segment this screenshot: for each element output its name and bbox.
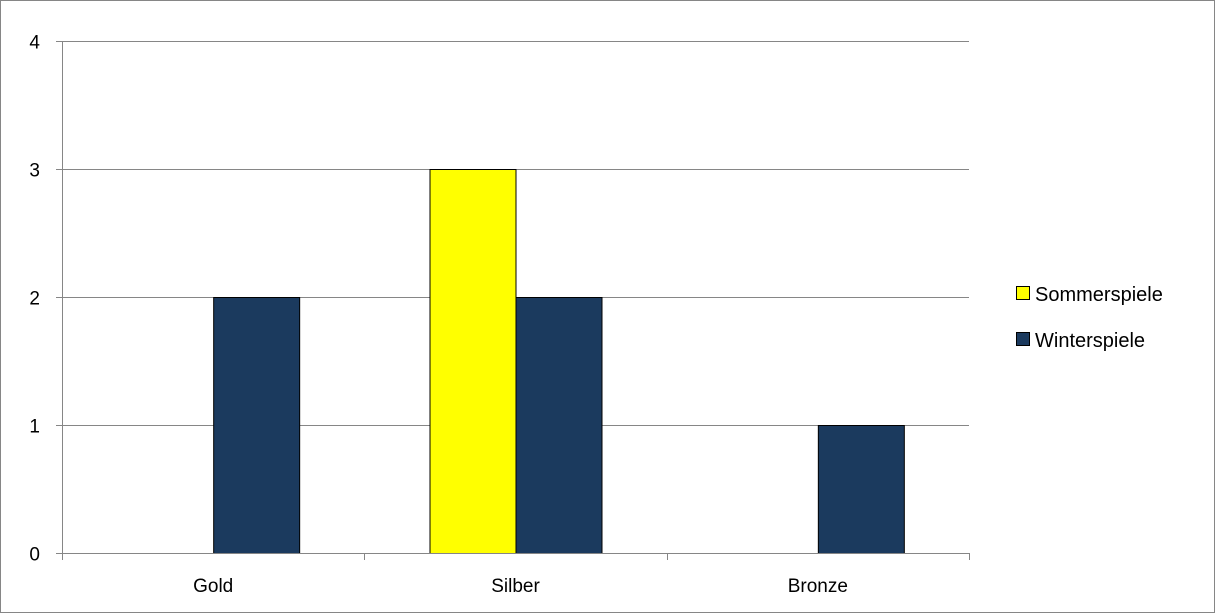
axes bbox=[56, 41, 970, 560]
x-tick-labels: Gold Silber Bronze bbox=[193, 576, 848, 597]
x-tick-label-bronze: Bronze bbox=[788, 576, 848, 597]
bar-winterspiele-bronze bbox=[817, 425, 905, 554]
legend: Sommerspiele Winterspiele bbox=[1016, 284, 1163, 352]
x-tick-label-silber: Silber bbox=[491, 576, 540, 597]
y-tick-label-4: 4 bbox=[29, 33, 40, 54]
bars bbox=[213, 169, 905, 554]
legend-label-winterspiele: Winterspiele bbox=[1035, 330, 1145, 352]
y-tick-label-0: 0 bbox=[29, 545, 40, 566]
bar-winterspiele-silber bbox=[515, 297, 603, 554]
y-tick-label-1: 1 bbox=[29, 417, 40, 438]
legend-label-sommerspiele: Sommerspiele bbox=[1035, 284, 1163, 306]
legend-swatch-winterspiele bbox=[1016, 332, 1030, 346]
y-tick-label-3: 3 bbox=[29, 161, 40, 182]
legend-swatch-sommerspiele bbox=[1016, 286, 1030, 300]
y-tick-labels: 0 1 2 3 4 bbox=[29, 33, 40, 566]
x-tick-label-gold: Gold bbox=[193, 576, 233, 597]
bar-sommerspiele-silber bbox=[429, 169, 517, 554]
y-tick-label-2: 2 bbox=[29, 289, 40, 310]
bar-winterspiele-gold bbox=[213, 297, 301, 554]
